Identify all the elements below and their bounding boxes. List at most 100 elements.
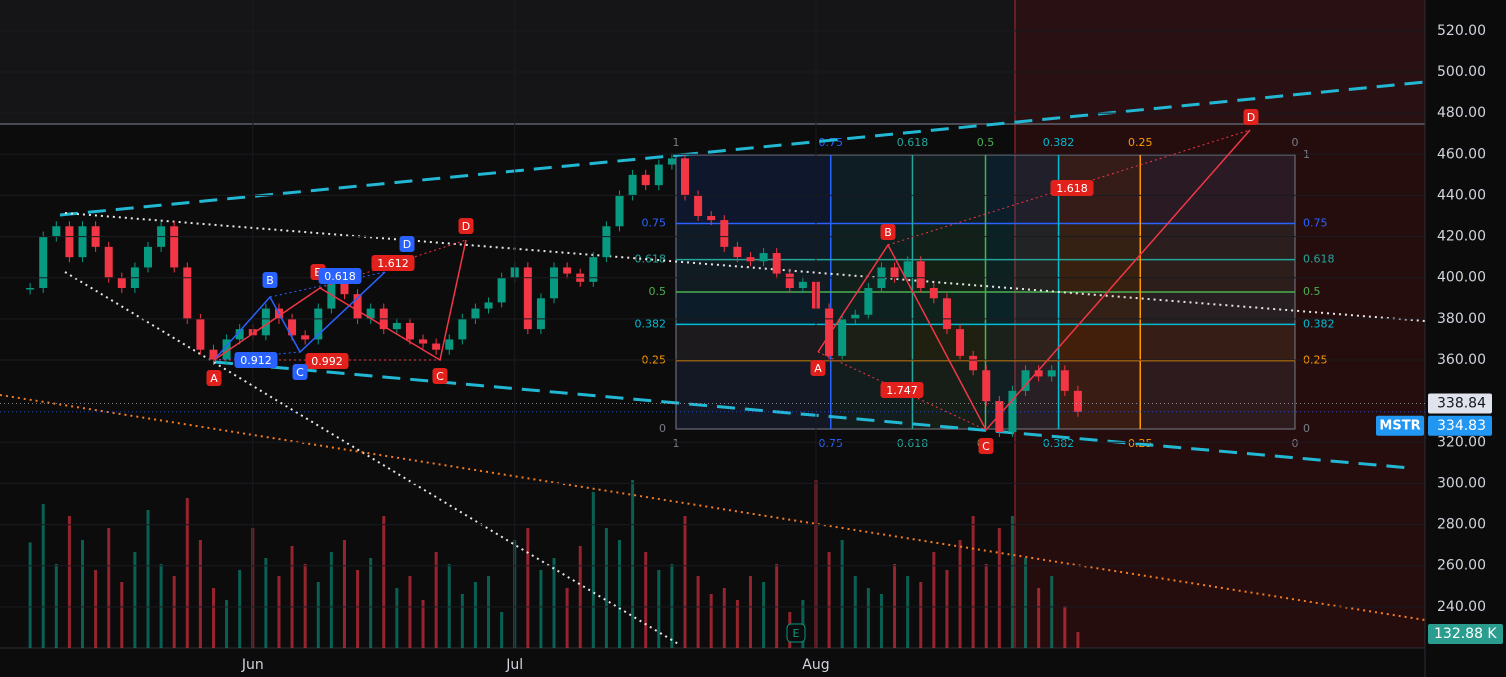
pattern-label: 1.747 xyxy=(886,384,918,397)
volume-bar xyxy=(919,582,923,648)
y-tick-label: 520.00 xyxy=(1437,23,1486,39)
blue-pattern xyxy=(213,271,386,361)
volume-bar xyxy=(329,552,333,648)
candle xyxy=(995,401,1004,432)
red-pattern xyxy=(213,239,467,362)
candle xyxy=(144,246,153,268)
candle xyxy=(615,195,624,227)
pattern-label: D xyxy=(1247,111,1255,124)
pattern-label-bg xyxy=(880,382,924,398)
candle xyxy=(759,253,768,262)
candle xyxy=(327,277,336,309)
volume-bar xyxy=(657,570,661,648)
candle xyxy=(523,267,532,330)
volume-bar xyxy=(683,516,687,648)
volume-bar xyxy=(775,564,779,648)
volume-bar xyxy=(198,540,202,648)
pattern-label-bg xyxy=(1243,109,1259,125)
y-tick-label: 360.00 xyxy=(1437,352,1486,368)
candle xyxy=(536,298,545,330)
fib-time-label: 0.382 xyxy=(1043,437,1075,450)
volume-bar xyxy=(879,594,883,648)
pattern-label-bg xyxy=(234,352,278,368)
pattern-label-bg xyxy=(432,368,448,384)
volume-bar xyxy=(133,552,137,648)
fib-time-label: 0.25 xyxy=(1128,136,1153,149)
volume-bar xyxy=(277,576,281,648)
candle xyxy=(654,164,663,186)
pattern-label-bg xyxy=(292,364,308,380)
candle xyxy=(838,318,847,356)
volume-bar xyxy=(984,564,988,648)
fib-level-label: 0 xyxy=(1303,422,1310,435)
pattern-label-bg xyxy=(399,236,415,252)
volume-bar xyxy=(604,528,608,648)
fib-level-label: 0.382 xyxy=(635,317,667,330)
pattern-label: 0.912 xyxy=(240,354,272,367)
volume-bar xyxy=(264,558,268,648)
candle xyxy=(550,267,559,299)
volume-bar xyxy=(54,564,58,648)
volume-bar xyxy=(28,542,32,648)
symbol-tag-label: MSTR xyxy=(1379,418,1420,433)
volume-bar xyxy=(487,576,491,648)
blue-ratio-line xyxy=(213,351,301,361)
candle xyxy=(392,322,401,330)
y-tick-label: 420.00 xyxy=(1437,229,1486,245)
volume-bar xyxy=(500,612,504,648)
candle xyxy=(563,267,572,274)
candle xyxy=(851,314,860,319)
candle xyxy=(864,288,873,315)
volume-bar xyxy=(146,510,150,648)
volume-bar xyxy=(1050,576,1054,648)
volume-bar xyxy=(81,540,85,648)
volume-bar xyxy=(827,552,831,648)
volume-bar xyxy=(120,582,124,648)
symbol-tag xyxy=(1376,415,1424,436)
pattern-label: D xyxy=(403,238,411,251)
pattern-label-bg xyxy=(978,438,994,454)
candle xyxy=(1047,370,1056,377)
candle xyxy=(261,308,270,336)
pattern-label-bg xyxy=(305,353,349,369)
volume-bar xyxy=(762,582,766,648)
candle xyxy=(183,267,192,319)
price-axis-bg xyxy=(1425,0,1506,677)
pattern-label: 0.618 xyxy=(324,270,356,283)
volume-bar xyxy=(342,540,346,648)
pattern-labels: A B C D 0.992 1.612 B C D 0.912 0.618 A B C D 1.747 1.61… xyxy=(206,109,1259,643)
candle xyxy=(65,226,74,258)
candle xyxy=(680,158,689,196)
fib-time-label: 1 xyxy=(673,136,680,149)
volume-bar xyxy=(565,588,569,648)
pattern-label-bg xyxy=(318,268,362,284)
volume-bar xyxy=(185,498,189,648)
pattern-label: 1.612 xyxy=(377,257,409,270)
volume-bar xyxy=(225,600,229,648)
y-tick-label: 300.00 xyxy=(1437,475,1486,491)
volume-bar xyxy=(473,582,477,648)
price-tag xyxy=(1428,393,1492,414)
pattern-label: A xyxy=(210,372,218,385)
candle xyxy=(772,253,781,274)
candle xyxy=(170,226,179,268)
candle xyxy=(1021,370,1030,391)
candle xyxy=(667,158,676,165)
candle xyxy=(982,370,991,402)
volume-bar xyxy=(591,492,595,648)
candle xyxy=(602,226,611,258)
pattern-label-bg xyxy=(262,272,278,288)
pattern-label-bg xyxy=(458,218,474,234)
volume-bar xyxy=(997,528,1001,648)
volume-bar xyxy=(94,570,98,648)
pattern-label: B xyxy=(314,266,322,279)
pattern-label-bg xyxy=(880,224,896,240)
y-tick-label: 260.00 xyxy=(1437,558,1486,574)
volume-bar xyxy=(303,564,307,648)
y-tick-label: 480.00 xyxy=(1437,105,1486,121)
candle xyxy=(353,294,362,319)
volume-bar xyxy=(853,576,857,648)
y-tick-label: 400.00 xyxy=(1437,270,1486,286)
candle xyxy=(942,298,951,330)
